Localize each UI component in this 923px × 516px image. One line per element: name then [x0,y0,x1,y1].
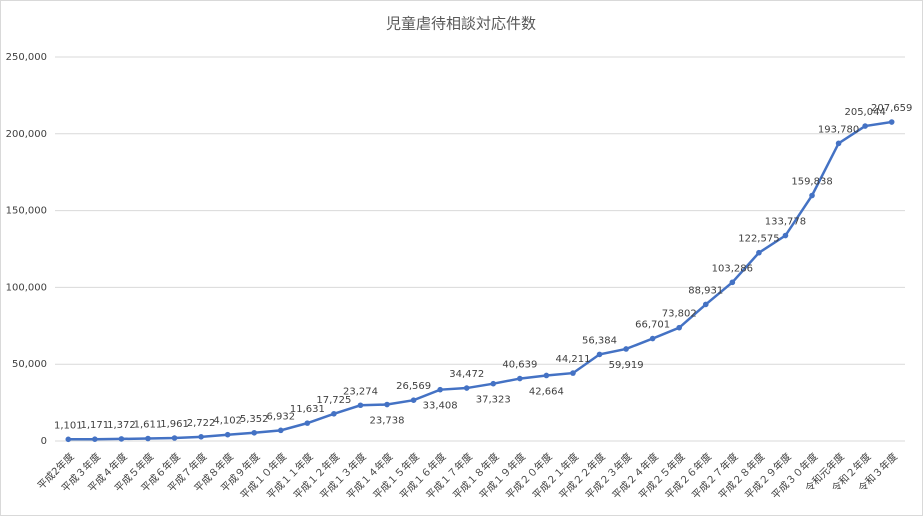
data-label: 23,274 [343,386,378,397]
data-label: 40,639 [502,360,537,371]
data-point [888,119,895,125]
data-label: 23,738 [370,416,405,427]
data-label: 33,408 [423,401,458,412]
data-point [862,123,868,129]
data-point [171,435,178,441]
data-point [782,232,789,239]
data-label: 42,664 [529,386,564,397]
data-point [809,192,815,199]
data-label: 1,171 [81,420,110,431]
data-point [676,324,683,331]
data-point [490,380,497,387]
data-point [224,431,231,438]
data-label: 5,352 [240,414,269,425]
data-label: 26,569 [396,381,431,392]
data-label: 193,780 [818,124,859,135]
data-label: 73,802 [662,309,697,320]
data-point [65,436,72,443]
data-label: 1,961 [160,419,189,430]
data-point [118,436,125,442]
data-label: 66,701 [635,320,670,331]
data-label: 6,932 [266,411,295,422]
data-point [92,436,98,443]
data-label: 207,659 [871,103,912,114]
data-point [251,429,258,436]
y-tick-label: 0 [41,436,47,447]
data-point [756,249,762,256]
data-label: 88,931 [688,285,723,296]
data-point [437,386,443,393]
data-label: 1,611 [134,420,163,431]
data-point [729,279,736,286]
data-label: 1,372 [107,420,136,431]
data-point [357,402,364,409]
y-tick-label: 150,000 [6,206,47,217]
data-label: 4,102 [213,416,242,427]
data-label: 133,778 [765,217,806,228]
data-point [517,375,523,382]
data-point [702,301,709,308]
data-label: 122,575 [738,234,779,245]
data-label: 56,384 [582,335,617,346]
y-tick-label: 250,000 [6,52,47,63]
chart-title: 児童虐待相談対応件数 [386,15,536,33]
data-label: 59,919 [609,360,644,371]
data-point [596,351,603,358]
data-label: 2,722 [187,418,216,429]
y-tick-label: 50,000 [12,359,47,370]
data-label: 11,631 [290,404,325,415]
data-label: 103,286 [712,263,753,274]
y-tick-label: 200,000 [6,129,47,140]
data-point [570,370,576,376]
data-label: 37,323 [476,395,511,406]
data-point [463,385,470,391]
data-point [835,140,842,147]
data-point [384,401,390,408]
data-label: 44,211 [555,354,590,365]
data-point [410,397,417,403]
data-point [331,410,337,417]
data-point [649,335,656,342]
line [68,120,892,441]
data-point [543,372,550,379]
data-label: 159,838 [791,176,832,187]
data-point [198,434,204,440]
data-point [304,420,311,426]
y-tick-label: 100,000 [6,282,47,293]
data-label: 34,472 [449,369,484,380]
data-point [145,435,151,442]
data-label: 1,101 [54,420,83,431]
data-label: 17,725 [316,395,351,406]
data-label: 205,044 [844,107,885,118]
data-point [277,427,284,434]
data-point [623,346,629,352]
